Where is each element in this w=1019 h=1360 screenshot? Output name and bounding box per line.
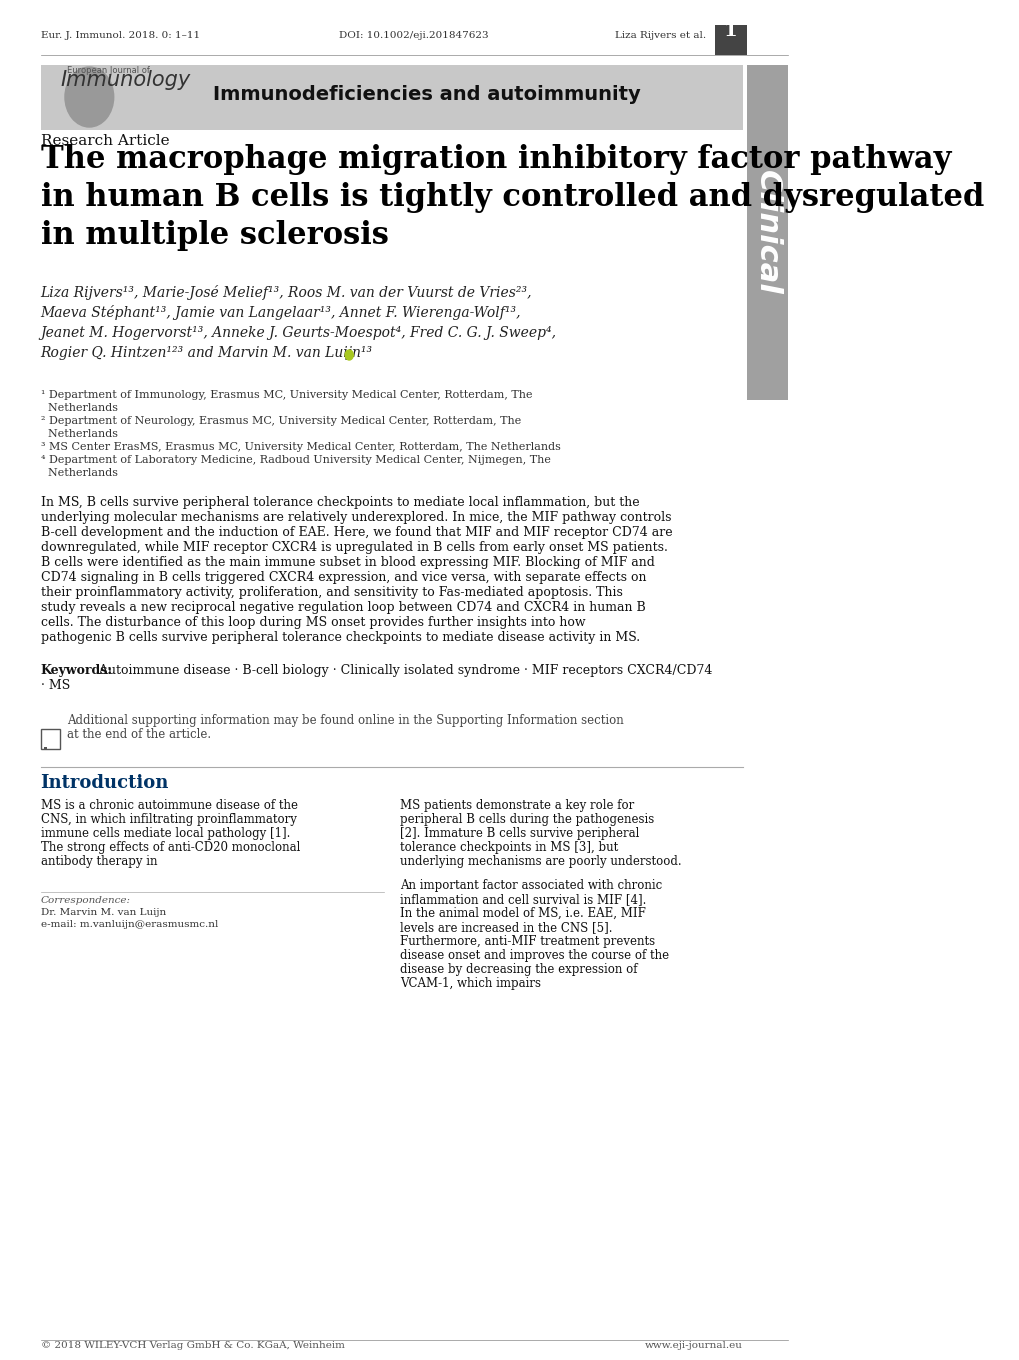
Text: Liza Rijvers¹³, Marie-José Melief¹³, Roos M. van der Vuurst de Vries²³,: Liza Rijvers¹³, Marie-José Melief¹³, Roo… bbox=[41, 286, 532, 301]
Circle shape bbox=[65, 67, 113, 126]
Text: Liza Rijvers et al.: Liza Rijvers et al. bbox=[614, 31, 706, 39]
Text: www.eji-journal.eu: www.eji-journal.eu bbox=[645, 1341, 743, 1350]
Text: study reveals a new reciprocal negative regulation loop between CD74 and CXCR4 i: study reveals a new reciprocal negative … bbox=[41, 601, 645, 613]
Text: Immunology: Immunology bbox=[61, 69, 191, 90]
Text: Clinical: Clinical bbox=[752, 170, 782, 295]
Bar bbox=[41, 729, 60, 749]
Text: · MS: · MS bbox=[41, 679, 69, 692]
Text: MS is a chronic autoimmune disease of the: MS is a chronic autoimmune disease of th… bbox=[41, 800, 298, 812]
Text: MS patients demonstrate a key role for: MS patients demonstrate a key role for bbox=[399, 800, 634, 812]
Text: Autoimmune disease · B-cell biology · Clinically isolated syndrome · MIF recepto: Autoimmune disease · B-cell biology · Cl… bbox=[95, 664, 711, 677]
Text: underlying molecular mechanisms are relatively underexplored. In mice, the MIF p: underlying molecular mechanisms are rela… bbox=[41, 511, 671, 524]
Text: European Journal of: European Journal of bbox=[66, 67, 150, 75]
Text: disease onset and improves the course of the: disease onset and improves the course of… bbox=[399, 949, 668, 962]
Text: cells. The disturbance of this loop during MS onset provides further insights in: cells. The disturbance of this loop duri… bbox=[41, 616, 585, 628]
Text: pathogenic B cells survive peripheral tolerance checkpoints to mediate disease a: pathogenic B cells survive peripheral to… bbox=[41, 631, 639, 645]
Text: In the animal model of MS, i.e. EAE, MIF: In the animal model of MS, i.e. EAE, MIF bbox=[399, 907, 645, 919]
Bar bbox=[747, 65, 787, 400]
Text: disease by decreasing the expression of: disease by decreasing the expression of bbox=[399, 963, 637, 976]
Text: Introduction: Introduction bbox=[41, 774, 169, 792]
Text: ² Department of Neurology, Erasmus MC, University Medical Center, Rotterdam, The: ² Department of Neurology, Erasmus MC, U… bbox=[41, 416, 521, 426]
Text: CD74 signaling in B cells triggered CXCR4 expression, and vice versa, with separ: CD74 signaling in B cells triggered CXCR… bbox=[41, 571, 645, 583]
Text: levels are increased in the CNS [5].: levels are increased in the CNS [5]. bbox=[399, 921, 611, 934]
Text: B cells were identified as the main immune subset in blood expressing MIF. Block: B cells were identified as the main immu… bbox=[41, 556, 654, 568]
Text: The strong effects of anti-CD20 monoclonal: The strong effects of anti-CD20 monoclon… bbox=[41, 840, 300, 854]
Text: Correspondence:: Correspondence: bbox=[41, 896, 130, 904]
Text: In MS, B cells survive peripheral tolerance checkpoints to mediate local inflamm: In MS, B cells survive peripheral tolera… bbox=[41, 496, 639, 509]
Text: The macrophage migration inhibitory factor pathway: The macrophage migration inhibitory fact… bbox=[41, 144, 950, 175]
Text: CNS, in which infiltrating proinflammatory: CNS, in which infiltrating proinflammato… bbox=[41, 813, 297, 826]
Text: Maeva Stéphant¹³, Jamie van Langelaar¹³, Annet F. Wierenga-Wolf¹³,: Maeva Stéphant¹³, Jamie van Langelaar¹³,… bbox=[41, 305, 521, 320]
Text: Eur. J. Immunol. 2018. 0: 1–11: Eur. J. Immunol. 2018. 0: 1–11 bbox=[41, 31, 200, 39]
Bar bbox=[44, 747, 47, 749]
Text: their proinflammatory activity, proliferation, and sensitivity to Fas-mediated a: their proinflammatory activity, prolifer… bbox=[41, 586, 622, 598]
Text: in human B cells is tightly controlled and dysregulated: in human B cells is tightly controlled a… bbox=[41, 182, 983, 214]
Text: at the end of the article.: at the end of the article. bbox=[66, 728, 211, 741]
Text: B-cell development and the induction of EAE. Here, we found that MIF and MIF rec: B-cell development and the induction of … bbox=[41, 526, 672, 539]
Text: Rogier Q. Hintzen¹²³ and Marvin M. van Luijn¹³: Rogier Q. Hintzen¹²³ and Marvin M. van L… bbox=[41, 345, 372, 360]
Text: Immunodeficiencies and autoimmunity: Immunodeficiencies and autoimmunity bbox=[213, 84, 640, 103]
Text: Dr. Marvin M. van Luijn: Dr. Marvin M. van Luijn bbox=[41, 908, 166, 917]
Text: Netherlands: Netherlands bbox=[41, 428, 117, 439]
Bar bbox=[41, 65, 743, 131]
Text: underlying mechanisms are poorly understood.: underlying mechanisms are poorly underst… bbox=[399, 855, 681, 868]
Text: © 2018 WILEY-VCH Verlag GmbH & Co. KGaA, Weinheim: © 2018 WILEY-VCH Verlag GmbH & Co. KGaA,… bbox=[41, 1341, 344, 1350]
Text: VCAM-1, which impairs: VCAM-1, which impairs bbox=[399, 976, 540, 990]
Text: Research Article: Research Article bbox=[41, 135, 169, 148]
Text: [2]. Immature B cells survive peripheral: [2]. Immature B cells survive peripheral bbox=[399, 827, 639, 840]
Text: An important factor associated with chronic: An important factor associated with chro… bbox=[399, 879, 661, 892]
Text: Additional supporting information may be found online in the Supporting Informat: Additional supporting information may be… bbox=[66, 714, 623, 728]
Bar bbox=[714, 24, 747, 54]
Text: ¹ Department of Immunology, Erasmus MC, University Medical Center, Rotterdam, Th: ¹ Department of Immunology, Erasmus MC, … bbox=[41, 390, 532, 400]
Text: ⁴ Department of Laboratory Medicine, Radboud University Medical Center, Nijmegen: ⁴ Department of Laboratory Medicine, Rad… bbox=[41, 456, 550, 465]
Text: in multiple sclerosis: in multiple sclerosis bbox=[41, 220, 388, 252]
Text: tolerance checkpoints in MS [3], but: tolerance checkpoints in MS [3], but bbox=[399, 840, 618, 854]
Text: downregulated, while MIF receptor CXCR4 is upregulated in B cells from early ons: downregulated, while MIF receptor CXCR4 … bbox=[41, 541, 666, 554]
Circle shape bbox=[344, 350, 353, 360]
Text: Keywords:: Keywords: bbox=[41, 664, 112, 677]
Text: e-mail: m.vanluijn@erasmusmc.nl: e-mail: m.vanluijn@erasmusmc.nl bbox=[41, 919, 218, 929]
Text: antibody therapy in: antibody therapy in bbox=[41, 855, 157, 868]
Text: 1: 1 bbox=[723, 22, 737, 39]
Text: Netherlands: Netherlands bbox=[41, 403, 117, 413]
Text: ³ MS Center ErasMS, Erasmus MC, University Medical Center, Rotterdam, The Nether: ³ MS Center ErasMS, Erasmus MC, Universi… bbox=[41, 442, 559, 452]
Text: DOI: 10.1002/eji.201847623: DOI: 10.1002/eji.201847623 bbox=[339, 31, 488, 39]
Text: immune cells mediate local pathology [1].: immune cells mediate local pathology [1]… bbox=[41, 827, 289, 840]
Text: Netherlands: Netherlands bbox=[41, 468, 117, 477]
Text: Furthermore, anti-MIF treatment prevents: Furthermore, anti-MIF treatment prevents bbox=[399, 936, 654, 948]
Text: Jeanet M. Hogervorst¹³, Anneke J. Geurts-Moespot⁴, Fred C. G. J. Sweep⁴,: Jeanet M. Hogervorst¹³, Anneke J. Geurts… bbox=[41, 326, 556, 340]
Text: peripheral B cells during the pathogenesis: peripheral B cells during the pathogenes… bbox=[399, 813, 653, 826]
Text: inflammation and cell survival is MIF [4].: inflammation and cell survival is MIF [4… bbox=[399, 894, 646, 906]
